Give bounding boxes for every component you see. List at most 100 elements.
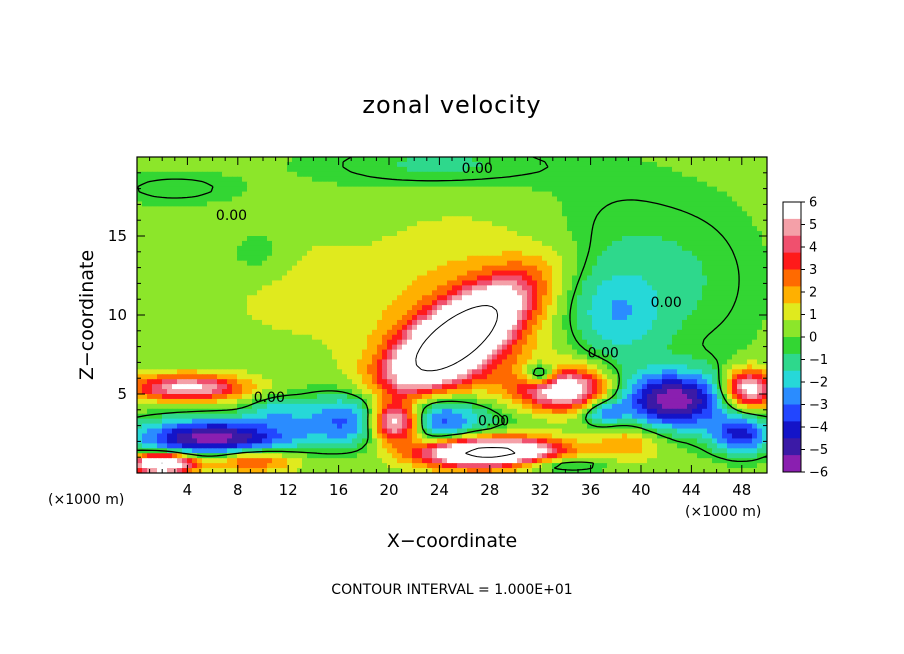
heat-cell: [667, 310, 673, 316]
heat-cell: [657, 344, 663, 351]
heat-cell: [157, 161, 163, 168]
heat-cell: [257, 315, 263, 321]
heat-cell: [267, 181, 273, 188]
heat-cell: [462, 221, 468, 227]
heat-cell: [707, 240, 713, 247]
heat-cell: [542, 329, 548, 336]
heat-cell: [292, 260, 298, 267]
heat-cell: [692, 206, 698, 212]
heat-cell: [722, 221, 728, 227]
heat-cell: [422, 255, 428, 262]
heat-cell: [227, 295, 233, 301]
heat-cell: [337, 270, 343, 277]
heat-cell: [362, 221, 368, 227]
heat-cell: [577, 255, 583, 262]
heat-cell: [287, 344, 293, 351]
heat-cell: [372, 275, 378, 282]
heat-cell: [742, 334, 748, 341]
heat-cell: [577, 161, 583, 168]
heat-cell: [577, 319, 583, 326]
heat-cell: [262, 216, 268, 222]
heat-cell: [277, 186, 283, 193]
heat-cell: [497, 305, 503, 311]
heat-cell: [707, 344, 713, 351]
heat-cell: [517, 186, 523, 193]
heat-cell: [632, 334, 638, 341]
heat-cell: [647, 245, 653, 252]
heat-cell: [412, 191, 418, 198]
heat-cell: [392, 196, 398, 203]
heat-cell: [487, 186, 493, 193]
heat-cell: [712, 324, 718, 331]
heat-cell: [367, 206, 373, 212]
heat-cell: [632, 157, 638, 163]
heat-cell: [492, 280, 498, 286]
heat-cell: [587, 176, 593, 183]
heat-cell: [522, 245, 528, 252]
heat-cell: [712, 181, 718, 188]
heat-cell: [177, 201, 183, 207]
heat-cell: [457, 319, 463, 326]
heat-cell: [377, 161, 383, 168]
heat-cell: [722, 216, 728, 222]
heat-cell: [247, 344, 253, 351]
heat-cell: [387, 166, 393, 173]
heat-cell: [202, 166, 208, 173]
heat-cell: [312, 221, 318, 227]
heat-cell: [187, 221, 193, 227]
heat-cell: [487, 349, 493, 356]
heat-cell: [232, 236, 238, 242]
heat-cell: [762, 245, 767, 252]
heat-cell: [677, 329, 683, 336]
heat-cell: [412, 206, 418, 212]
heat-cell: [752, 310, 758, 316]
heat-cell: [297, 240, 303, 247]
heat-cell: [277, 310, 283, 316]
heat-cell: [602, 236, 608, 242]
heat-cell: [457, 236, 463, 242]
heat-cell: [512, 260, 518, 267]
heat-cell: [687, 166, 693, 173]
heat-cell: [322, 270, 328, 277]
heat-cell: [432, 265, 438, 272]
heat-cell: [617, 270, 623, 277]
heat-cell: [732, 250, 738, 257]
heat-cell: [277, 240, 283, 247]
heat-cell: [267, 329, 273, 336]
heat-cell: [157, 181, 163, 188]
heat-cell: [457, 260, 463, 267]
heat-cell: [342, 315, 348, 321]
heat-cell: [597, 181, 603, 188]
heat-cell: [762, 206, 767, 212]
heat-cell: [487, 285, 493, 291]
heat-cell: [362, 324, 368, 331]
heat-cell: [737, 295, 743, 301]
heat-cell: [542, 245, 548, 252]
heat-cell: [187, 290, 193, 296]
heat-cell: [617, 344, 623, 351]
heat-cell: [597, 270, 603, 277]
heat-cell: [607, 300, 613, 306]
heat-cell: [597, 216, 603, 222]
heat-cell: [722, 157, 728, 163]
heat-cell: [402, 201, 408, 207]
heat-cell: [207, 240, 213, 247]
heat-cell: [617, 226, 623, 232]
heat-cell: [312, 324, 318, 331]
heat-cell: [162, 285, 168, 291]
heat-cell: [167, 324, 173, 331]
heat-cell: [147, 166, 153, 173]
heat-cell: [212, 211, 218, 217]
heat-cell: [307, 216, 313, 222]
heat-cell: [332, 285, 338, 291]
heat-cell: [407, 295, 413, 301]
heat-cell: [602, 166, 608, 173]
heat-cell: [512, 231, 518, 237]
heat-cell: [702, 216, 708, 222]
heat-cell: [632, 329, 638, 336]
heat-cell: [487, 176, 493, 183]
heat-cell: [717, 236, 723, 242]
heat-cell: [487, 240, 493, 247]
heat-cell: [557, 186, 563, 193]
heat-cell: [662, 275, 668, 282]
